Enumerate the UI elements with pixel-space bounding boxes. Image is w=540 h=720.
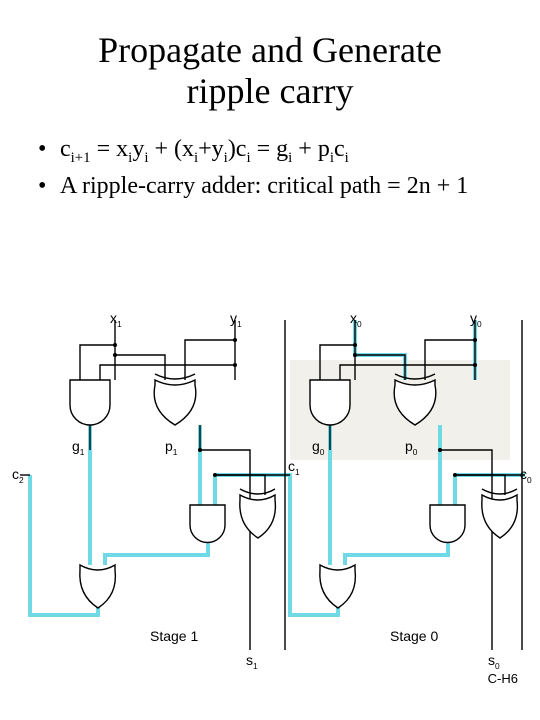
label-c1: c1 xyxy=(288,458,300,477)
label-stage1: Stage 1 xyxy=(150,628,198,644)
label-p1: p1 xyxy=(165,438,177,457)
bullet-1-text: ci+1 = xiyi + (xi+yi)ci = gi + pici xyxy=(60,133,502,168)
slide-title: Propagate and Generate ripple carry xyxy=(0,0,540,113)
xor-gate-s1 xyxy=(240,489,276,538)
bullet-2-text: A ripple-carry adder: critical path = 2n… xyxy=(60,170,502,202)
label-g1: g1 xyxy=(72,438,84,457)
ripple-carry-diagram: x1 y1 x0 y0 g1 p1 g0 p0 c2 c1 c0 Stage 1… xyxy=(0,310,540,670)
bullet-2: • A ripple-carry adder: critical path = … xyxy=(38,170,502,202)
label-y0: y0 xyxy=(470,310,482,329)
label-x0: x0 xyxy=(350,310,362,329)
label-g0: g0 xyxy=(312,438,324,457)
or-gate-c1 xyxy=(320,565,356,608)
bullet-mark: • xyxy=(38,133,60,168)
label-c0: c0 xyxy=(520,466,532,485)
xor-gate-s0 xyxy=(482,489,518,538)
label-stage0: Stage 0 xyxy=(390,628,438,644)
and-gate-stage0 xyxy=(430,505,465,543)
or-gate-c2 xyxy=(80,565,116,608)
circuit-svg xyxy=(0,310,540,670)
label-p0: p0 xyxy=(405,438,417,457)
and-gate-g0 xyxy=(310,380,350,425)
title-line1: Propagate and Generate xyxy=(0,30,540,71)
label-x1: x1 xyxy=(110,310,122,329)
slide-footer: C-H6 xyxy=(488,671,518,686)
bullet-mark: • xyxy=(38,170,60,202)
title-line2: ripple carry xyxy=(0,71,540,112)
bullet-1: • ci+1 = xiyi + (xi+yi)ci = gi + pici xyxy=(38,133,502,168)
bullet-list: • ci+1 = xiyi + (xi+yi)ci = gi + pici • … xyxy=(0,113,540,202)
label-s1: s1 xyxy=(246,652,258,671)
label-y1: y1 xyxy=(230,310,242,329)
label-s0: s0 xyxy=(488,652,500,671)
xor-gate-p1 xyxy=(154,374,196,425)
label-c2: c2 xyxy=(12,466,24,485)
and-gate-stage1 xyxy=(190,505,225,543)
stage1-gates xyxy=(70,374,275,608)
and-gate-g1 xyxy=(70,380,110,425)
